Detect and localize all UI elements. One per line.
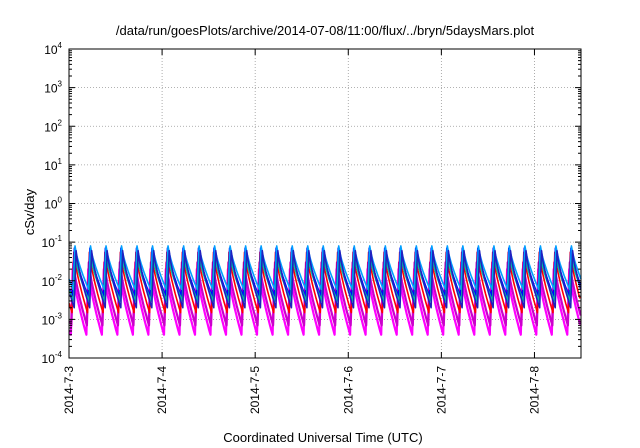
x-tick-label: 2014-7-8 [527, 366, 541, 414]
y-tick-label: 102 [44, 118, 62, 134]
x-tick-label: 2014-7-4 [155, 366, 169, 414]
plot-frame [68, 48, 582, 359]
x-tick-label: 2014-7-6 [341, 366, 355, 414]
y-tick-label: 100 [44, 196, 62, 212]
y-axis-label: cSv/day [22, 188, 37, 235]
y-tick-label: 101 [44, 157, 62, 173]
series-line-1 [69, 261, 582, 327]
series-line-6 [69, 249, 582, 309]
y-tick-label: 10-3 [42, 311, 63, 327]
series-line-0 [68, 268, 582, 336]
series-layer [68, 245, 582, 336]
y-tick-label: 104 [44, 41, 62, 57]
x-tick-label: 2014-7-5 [248, 366, 262, 414]
y-tick-label: 103 [44, 80, 62, 96]
y-tick-label: 10-4 [42, 350, 63, 366]
x-axis-label: Coordinated Universal Time (UTC) [223, 430, 422, 445]
y-tick-label: 10-1 [42, 234, 63, 250]
chart-title: /data/run/goesPlots/archive/2014-07-08/1… [116, 23, 535, 38]
axes: 10-4 10-3 10-2 10-1 100 101 102 103 104 2014-7-3 2… [42, 41, 582, 414]
y-tick-label: 10-2 [42, 273, 63, 289]
x-tick-label: 2014-7-7 [434, 366, 448, 414]
x-tick-label: 2014-7-3 [62, 366, 76, 414]
